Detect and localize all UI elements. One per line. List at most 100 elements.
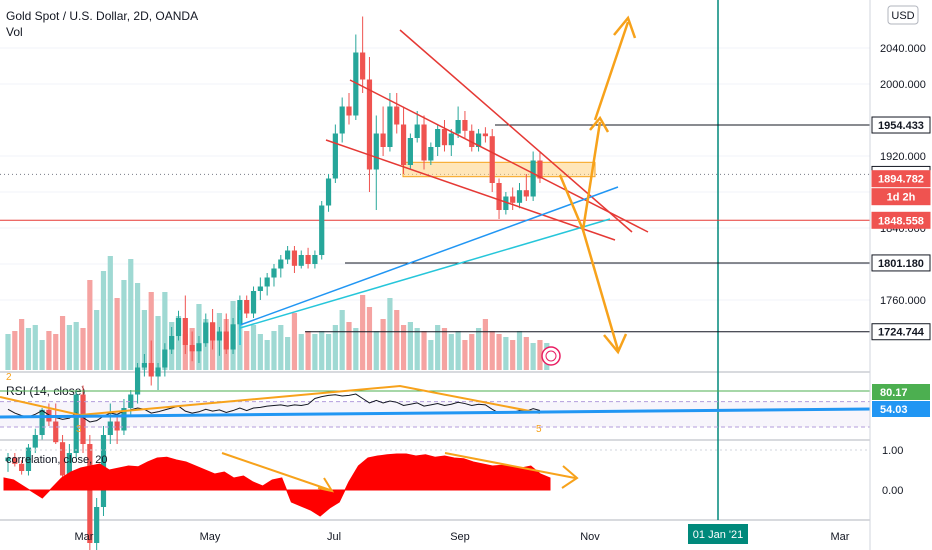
corr-tick-label: 0.00 (882, 485, 903, 497)
volume-bar (339, 310, 345, 370)
candle-body (244, 300, 250, 314)
volume-bar (435, 325, 441, 370)
candle-body (271, 268, 277, 278)
volume-bar (175, 316, 182, 370)
volume-bar (394, 310, 400, 370)
candle-body (339, 106, 345, 134)
candle-body (482, 133, 488, 137)
candle-body (32, 435, 38, 448)
time-axis: Mar May Jul Sep Nov Mar 01 Jan '21 (75, 524, 850, 544)
candle-body (435, 129, 441, 147)
candle-body (250, 291, 257, 314)
volume-bar (162, 292, 168, 370)
price-tag-box (871, 323, 931, 341)
candle-body (305, 255, 311, 264)
grid (0, 0, 932, 521)
candle-body (366, 79, 373, 170)
volume-bar (455, 331, 461, 370)
candle-body (455, 120, 461, 134)
price-tag-label: 1954.433 (878, 120, 924, 132)
price-tag-box (871, 254, 931, 272)
volume-bar (516, 331, 523, 370)
volume-bar (366, 307, 373, 370)
volume-bar (482, 319, 488, 370)
rsi-trendline (0, 407, 871, 419)
candle-body (210, 322, 216, 341)
volume-bar (428, 340, 434, 370)
candle-body (5, 457, 11, 462)
volume-bar (407, 322, 413, 370)
volume-bar (530, 343, 536, 370)
candle-body (394, 106, 400, 125)
candle-body (25, 447, 32, 471)
rsi-value-tag (872, 401, 930, 417)
volume-bar (264, 340, 270, 370)
volume-bar (298, 334, 304, 370)
candle-body (380, 133, 386, 147)
candle-body (325, 178, 332, 206)
volume-bar (12, 331, 18, 370)
arrow-target-up-head (613, 15, 637, 39)
volume-bar (325, 334, 332, 370)
candle-body (462, 120, 468, 131)
candle-body (223, 331, 229, 350)
candle-body (203, 322, 209, 344)
candle-body (19, 463, 25, 471)
candle-body (421, 124, 427, 161)
volume-bar (448, 334, 454, 370)
candle-body (189, 345, 195, 352)
candle-body (39, 409, 45, 435)
candle-body (489, 136, 495, 183)
price-tag: 1801.180 (871, 254, 931, 272)
volume-bar (244, 331, 250, 370)
price-tag: 1724.744 (871, 323, 931, 341)
volume-bar (87, 280, 93, 370)
candle-body (134, 367, 141, 395)
volume-bar (503, 337, 509, 370)
price-axis: USD1760.0001800.0001840.0001880.0001920.… (869, 0, 932, 550)
arrow-target-up (593, 21, 630, 121)
y-tick-label: 1920.000 (880, 151, 926, 163)
price-tag-label: 1d 2h (887, 192, 916, 204)
candle-body (216, 331, 223, 341)
candle-body (530, 160, 536, 197)
volume-bar (32, 325, 38, 370)
candle-body (94, 507, 100, 543)
candle-body (510, 196, 516, 203)
candle-body (175, 318, 182, 336)
candle-body (332, 133, 338, 179)
volume-bars (5, 256, 550, 370)
y-tick-label: 1760.000 (880, 295, 926, 307)
arrow-bounce-up-head (589, 115, 610, 133)
x-tick-label: Mar (831, 531, 850, 543)
candle-body (128, 394, 134, 408)
volume-bar (250, 325, 257, 370)
volume-bar (134, 283, 141, 370)
volume-bar (291, 313, 298, 370)
corr-tick-label: 1.00 (882, 445, 903, 457)
volume-bar (285, 337, 291, 370)
candle-body (400, 124, 407, 165)
candle-body (12, 457, 18, 464)
currency-label: USD (891, 10, 914, 22)
candle-body (496, 183, 502, 210)
corr-arrow-1 (221, 452, 331, 491)
volume-bar (373, 331, 379, 370)
volume-bar (489, 331, 495, 370)
candle-body (148, 363, 154, 377)
volume-bar (19, 319, 25, 370)
date-marker-badge (688, 524, 748, 544)
price-tag-label: 1848.558 (878, 215, 924, 227)
y-tick-label: 2000.000 (880, 79, 926, 91)
support-trend-cyan (239, 218, 611, 329)
drawings (239, 15, 649, 366)
volume-bar (312, 334, 318, 370)
correlation-pane: correlation, close, 20 (0, 449, 870, 517)
candle-body (360, 52, 366, 80)
wave-label: 5 (536, 424, 542, 435)
volume-bar (73, 322, 79, 370)
candle-body (264, 277, 270, 287)
rsi-pane: 2 3 5 (0, 372, 871, 435)
volume-bar (121, 280, 127, 370)
